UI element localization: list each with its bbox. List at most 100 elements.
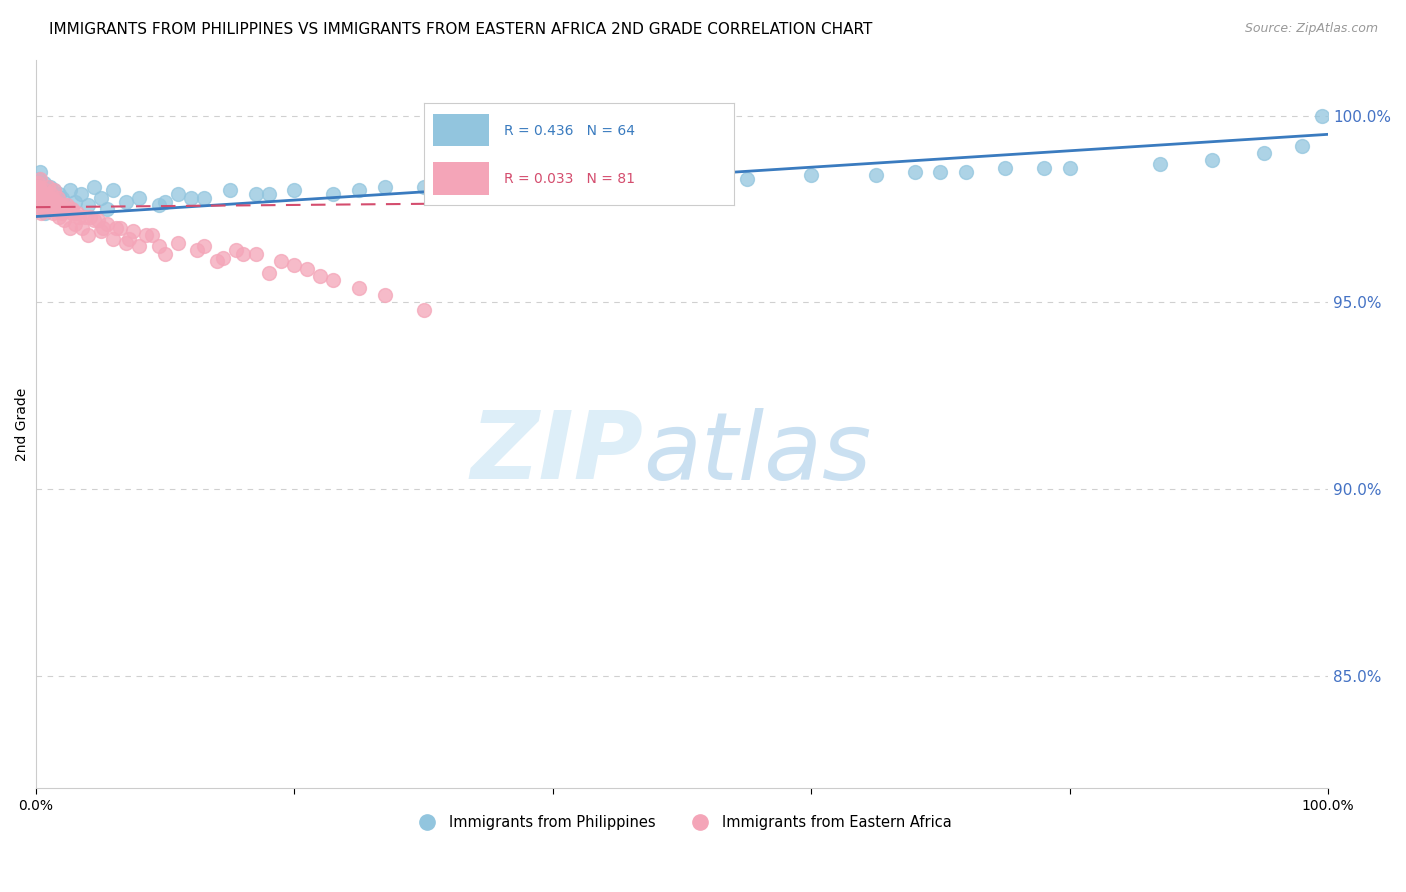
Point bbox=[257, 266, 280, 280]
Point bbox=[25, 179, 48, 194]
Point bbox=[865, 169, 887, 183]
Point bbox=[30, 172, 52, 186]
Point bbox=[929, 164, 952, 178]
Point bbox=[76, 198, 98, 212]
Point bbox=[30, 187, 52, 202]
Point bbox=[105, 220, 128, 235]
Point bbox=[27, 179, 49, 194]
Point bbox=[904, 164, 927, 178]
Point bbox=[30, 206, 52, 220]
Point bbox=[27, 176, 49, 190]
Point bbox=[322, 187, 344, 202]
Point bbox=[103, 183, 125, 197]
Point bbox=[35, 183, 58, 197]
Point bbox=[67, 210, 90, 224]
Text: Source: ZipAtlas.com: Source: ZipAtlas.com bbox=[1244, 22, 1378, 36]
Point bbox=[108, 220, 131, 235]
Point bbox=[1149, 157, 1171, 171]
Point bbox=[153, 247, 176, 261]
Point bbox=[38, 191, 60, 205]
Point bbox=[83, 179, 105, 194]
Point bbox=[76, 228, 98, 243]
Point bbox=[645, 176, 668, 190]
Point bbox=[309, 269, 332, 284]
Point bbox=[955, 164, 977, 178]
Point bbox=[257, 187, 280, 202]
Point bbox=[30, 164, 52, 178]
Point bbox=[90, 224, 112, 238]
Point bbox=[32, 194, 55, 209]
Point bbox=[412, 302, 434, 317]
Point bbox=[31, 183, 53, 197]
Point bbox=[225, 243, 247, 257]
Point bbox=[148, 198, 170, 212]
Point bbox=[167, 235, 190, 250]
Point bbox=[27, 202, 49, 216]
Point bbox=[28, 179, 51, 194]
Point bbox=[39, 191, 62, 205]
Point bbox=[135, 228, 157, 243]
Point bbox=[73, 210, 96, 224]
Point bbox=[245, 247, 267, 261]
Point bbox=[48, 187, 70, 202]
Point bbox=[38, 202, 60, 216]
Point bbox=[42, 183, 65, 197]
Point bbox=[322, 273, 344, 287]
Point bbox=[606, 179, 628, 194]
Point bbox=[180, 191, 202, 205]
Point bbox=[115, 235, 138, 250]
Point bbox=[141, 228, 163, 243]
Point bbox=[1253, 146, 1275, 161]
Point bbox=[58, 202, 80, 216]
Point bbox=[118, 232, 141, 246]
Point bbox=[45, 198, 67, 212]
Point bbox=[374, 179, 396, 194]
Text: IMMIGRANTS FROM PHILIPPINES VS IMMIGRANTS FROM EASTERN AFRICA 2ND GRADE CORRELAT: IMMIGRANTS FROM PHILIPPINES VS IMMIGRANT… bbox=[49, 22, 873, 37]
Point bbox=[96, 217, 118, 231]
Point bbox=[994, 161, 1017, 175]
Point bbox=[63, 194, 86, 209]
Point bbox=[1201, 153, 1223, 168]
Point bbox=[153, 194, 176, 209]
Point bbox=[46, 191, 69, 205]
Point bbox=[48, 210, 70, 224]
Point bbox=[297, 261, 319, 276]
Point bbox=[39, 179, 62, 194]
Point bbox=[568, 179, 591, 194]
Point bbox=[63, 217, 86, 231]
Point bbox=[193, 191, 215, 205]
Point bbox=[56, 198, 79, 212]
Point bbox=[27, 179, 49, 194]
Point bbox=[96, 202, 118, 216]
Point bbox=[1059, 161, 1081, 175]
Point bbox=[58, 220, 80, 235]
Point bbox=[34, 187, 56, 202]
Point bbox=[42, 183, 65, 197]
Point bbox=[37, 179, 59, 194]
Point bbox=[66, 206, 89, 220]
Point bbox=[45, 202, 67, 216]
Point bbox=[1291, 138, 1313, 153]
Point bbox=[27, 194, 49, 209]
Point bbox=[186, 243, 208, 257]
Point bbox=[1310, 109, 1333, 123]
Point bbox=[28, 202, 51, 216]
Point bbox=[121, 224, 143, 238]
Legend: Immigrants from Philippines, Immigrants from Eastern Africa: Immigrants from Philippines, Immigrants … bbox=[406, 809, 957, 836]
Point bbox=[25, 183, 48, 197]
Point bbox=[51, 206, 73, 220]
Point bbox=[516, 176, 538, 190]
Point bbox=[51, 191, 73, 205]
Point bbox=[32, 176, 55, 190]
Point bbox=[28, 198, 51, 212]
Point bbox=[25, 187, 48, 202]
Point bbox=[128, 191, 150, 205]
Point bbox=[53, 213, 76, 227]
Point bbox=[270, 254, 292, 268]
Point bbox=[283, 258, 305, 272]
Text: ZIP: ZIP bbox=[471, 407, 644, 499]
Y-axis label: 2nd Grade: 2nd Grade bbox=[15, 387, 30, 460]
Point bbox=[41, 187, 63, 202]
Point bbox=[25, 191, 48, 205]
Point bbox=[35, 191, 58, 205]
